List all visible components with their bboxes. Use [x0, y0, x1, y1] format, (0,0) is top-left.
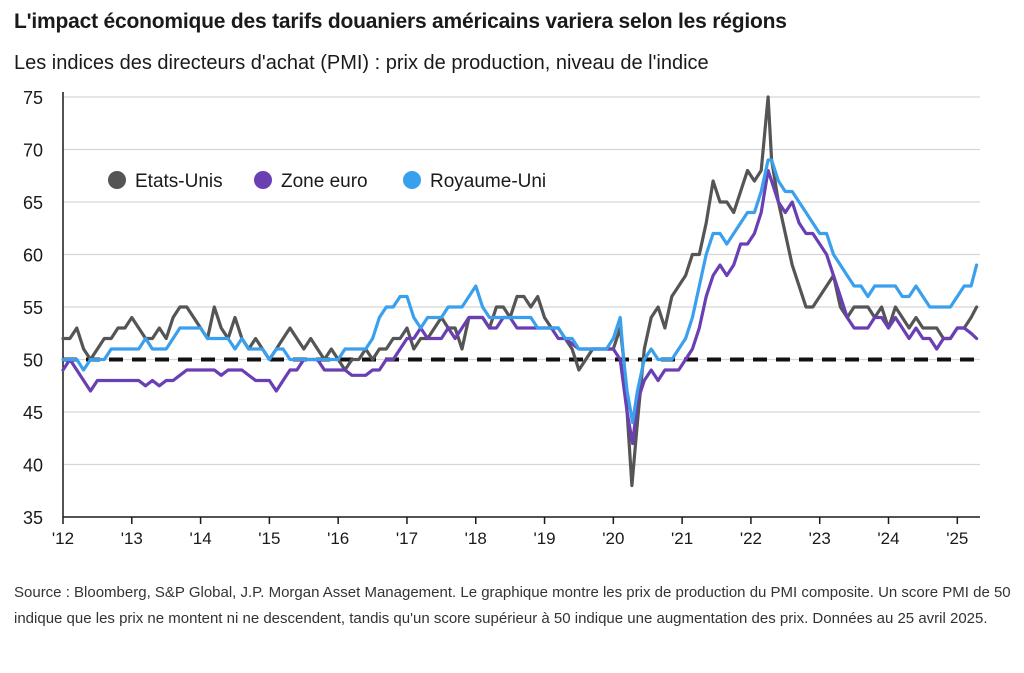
y-tick-label: 40: [23, 456, 43, 476]
x-tick-label: '25: [946, 529, 968, 548]
x-tick-label: '13: [121, 529, 143, 548]
x-tick-label: '19: [533, 529, 555, 548]
legend-label-us: Etats-Unis: [135, 171, 223, 192]
x-tick-label: '12: [52, 529, 74, 548]
series-line-eu: [61, 168, 979, 446]
x-tick-label: '23: [809, 529, 831, 548]
legend-label-eu: Zone euro: [281, 171, 368, 192]
series-line-uk: [61, 158, 979, 425]
legend-marker-eu: [254, 171, 272, 189]
series-layer: [61, 95, 979, 488]
y-tick-label: 55: [23, 298, 43, 318]
y-tick-label: 60: [23, 246, 43, 266]
x-tick-label: '14: [190, 529, 212, 548]
x-tick-label: '15: [258, 529, 280, 548]
grid-layer: [63, 96, 980, 466]
y-tick-label: 70: [23, 141, 43, 161]
x-tick-label: '16: [327, 529, 349, 548]
legend-marker-uk: [403, 171, 421, 189]
y-tick-label: 45: [23, 403, 43, 423]
chart-title: L'impact économique des tarifs douaniers…: [14, 10, 787, 33]
y-tick-label: 65: [23, 193, 43, 213]
source-note: Source : Bloomberg, S&P Global, J.P. Mor…: [14, 584, 1011, 627]
x-tick-label: '18: [465, 529, 487, 548]
axis-layer: 35 40 45 50 55 60 65 70 75 '12 '13 '14 '15 '16 '17 '18 '…: [23, 88, 980, 548]
legend-label-uk: Royaume-Uni: [430, 171, 546, 192]
series-line-us: [61, 95, 979, 488]
y-tick-label: 75: [23, 88, 43, 108]
x-tick-label: '22: [740, 529, 762, 548]
legend-marker-us: [108, 171, 126, 189]
x-tick-label: '24: [877, 529, 899, 548]
chart-subtitle: Les indices des directeurs d'achat (PMI)…: [14, 52, 709, 74]
legend: Etats-Unis Zone euro Royaume-Uni: [108, 171, 546, 192]
x-tick-label: '17: [396, 529, 418, 548]
pmi-line-chart: 35 40 45 50 55 60 65 70 75 '12 '13 '14 '15 '16 '17 '18 '…: [23, 88, 980, 548]
y-tick-label: 50: [23, 351, 43, 371]
y-tick-label: 35: [23, 508, 43, 528]
x-tick-label: '21: [671, 529, 693, 548]
x-tick-label: '20: [602, 529, 624, 548]
